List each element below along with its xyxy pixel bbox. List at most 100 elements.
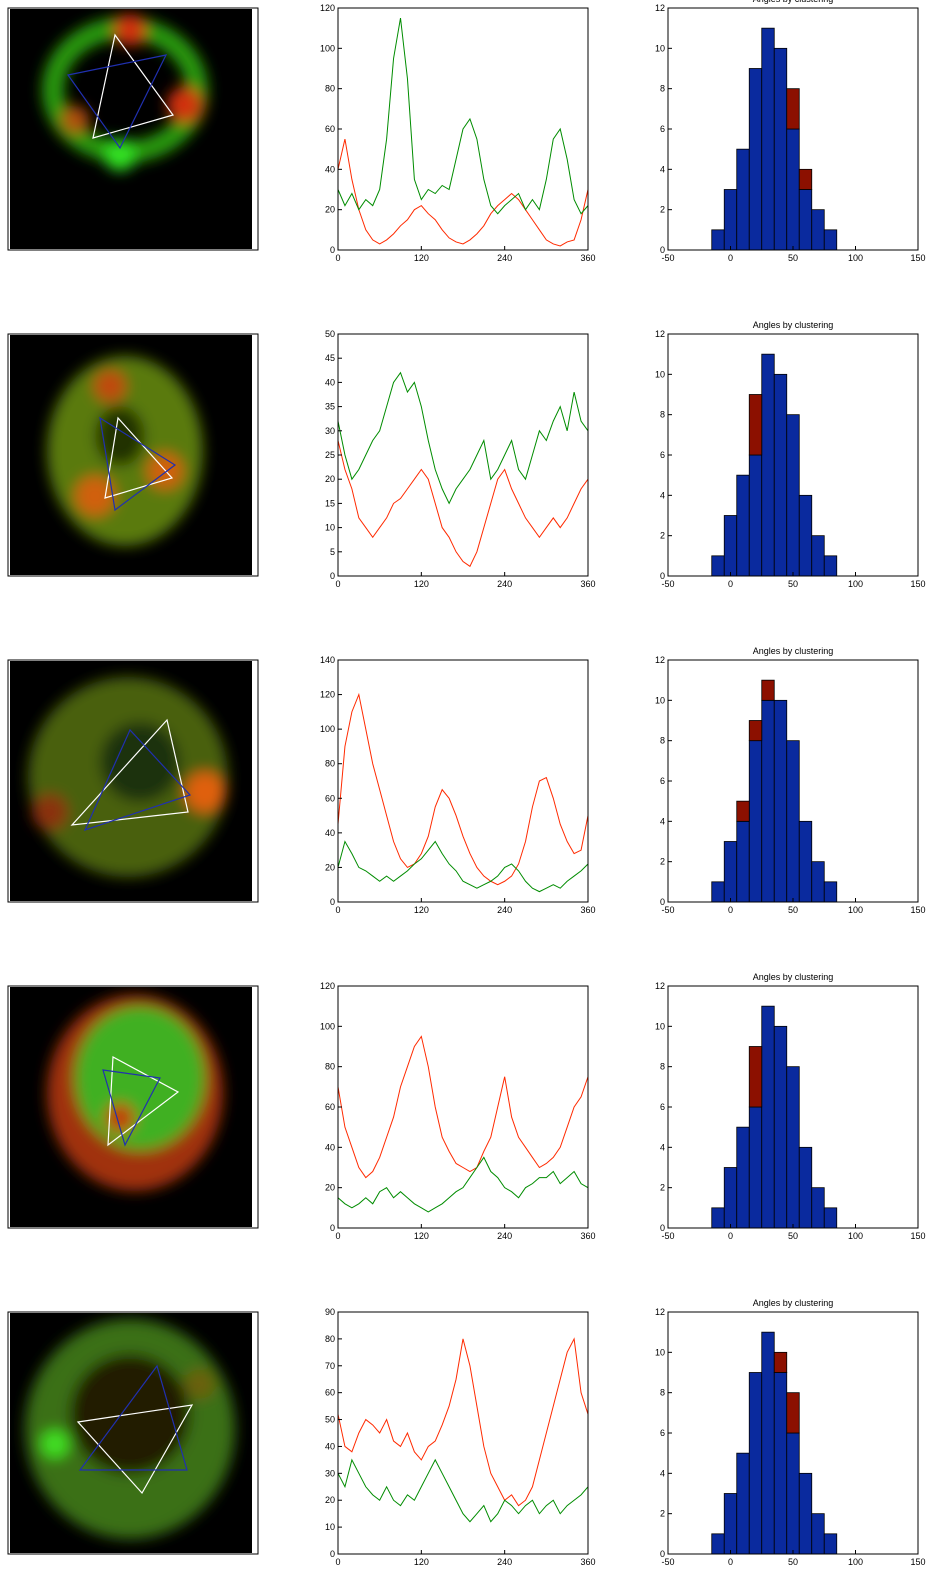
y-tick-label: 50 [325, 329, 335, 339]
y-tick-label: 20 [325, 474, 335, 484]
histogram-bar [773, 373, 788, 577]
x-tick-label: 50 [788, 579, 798, 589]
y-tick-label: 100 [320, 1021, 335, 1031]
y-tick-label: 10 [655, 369, 665, 379]
data-line [337, 1458, 589, 1523]
y-tick-label: 12 [655, 981, 665, 991]
histogram-bar [773, 47, 788, 251]
y-tick-label: 0 [660, 571, 665, 581]
plot-area [338, 1312, 588, 1554]
x-tick-label: 0 [728, 905, 733, 915]
y-tick-label: 40 [325, 828, 335, 838]
x-tick-label: 50 [788, 905, 798, 915]
y-tick-label: 6 [660, 1102, 665, 1112]
y-tick-label: 6 [660, 776, 665, 786]
x-tick-label: 240 [497, 1231, 512, 1241]
x-tick-label: 240 [497, 253, 512, 263]
y-tick-label: 2 [660, 1509, 665, 1519]
y-tick-label: 90 [325, 1307, 335, 1317]
y-tick-label: 4 [660, 490, 665, 500]
histogram-bar [748, 720, 763, 742]
y-tick-label: 140 [320, 655, 335, 665]
y-tick-label: 10 [655, 43, 665, 53]
y-tick-label: 0 [330, 1549, 335, 1559]
histogram-bar [823, 555, 838, 577]
x-tick-label: 0 [728, 1557, 733, 1567]
y-tick-label: 80 [325, 1062, 335, 1072]
cell-image [7, 985, 259, 1229]
histogram-bar [748, 394, 763, 456]
histogram-bar [711, 229, 725, 251]
x-tick-label: 50 [788, 253, 798, 263]
histogram-bar [736, 1452, 750, 1555]
histogram-bar [786, 1066, 800, 1229]
histogram-bar [761, 679, 775, 701]
y-tick-label: 6 [660, 124, 665, 134]
histogram-bar [761, 1005, 775, 1229]
y-tick-label: 20 [325, 862, 335, 872]
y-tick-label: 2 [660, 205, 665, 215]
x-tick-label: 120 [414, 1557, 429, 1567]
y-tick-label: 12 [655, 329, 665, 339]
y-tick-label: 4 [660, 816, 665, 826]
axes-box [337, 333, 589, 577]
histogram-bar [786, 88, 800, 130]
histogram-bar [736, 800, 750, 822]
y-tick-label: 10 [325, 1522, 335, 1532]
x-tick-label: -50 [661, 905, 674, 915]
y-tick-label: 0 [660, 897, 665, 907]
histogram-bar [773, 699, 788, 903]
y-tick-label: 40 [325, 1142, 335, 1152]
axes-box [667, 659, 919, 903]
x-tick-label: -50 [661, 1231, 674, 1241]
y-tick-label: 0 [660, 1549, 665, 1559]
histogram-bar [736, 474, 750, 577]
y-tick-label: 70 [325, 1361, 335, 1371]
y-tick-label: 0 [330, 897, 335, 907]
histogram-bar [723, 841, 738, 903]
y-tick-label: 60 [325, 793, 335, 803]
histogram-bar [798, 189, 813, 251]
cell-image [7, 1311, 259, 1555]
histogram-bar [761, 1331, 775, 1555]
x-tick-label: 240 [497, 1557, 512, 1567]
histogram-bar [748, 68, 763, 251]
y-tick-label: 60 [325, 124, 335, 134]
histogram-bar [736, 148, 750, 251]
y-tick-label: 40 [325, 164, 335, 174]
x-tick-label: 150 [910, 905, 925, 915]
histogram-bar [723, 189, 738, 251]
x-tick-label: 100 [848, 905, 863, 915]
x-tick-label: 120 [414, 1231, 429, 1241]
y-tick-label: 4 [660, 1142, 665, 1152]
x-tick-label: 240 [497, 905, 512, 915]
y-tick-label: 40 [325, 1441, 335, 1451]
histogram-bar [736, 1126, 750, 1229]
y-tick-label: 12 [655, 3, 665, 13]
histogram-bar [723, 1493, 738, 1555]
x-tick-label: 360 [580, 579, 595, 589]
x-tick-label: 0 [728, 253, 733, 263]
histogram-bar [773, 1372, 788, 1555]
x-tick-label: 0 [335, 253, 340, 263]
chart-title: Angles by clustering [753, 320, 834, 330]
y-tick-label: 2 [660, 857, 665, 867]
x-tick-label: 0 [335, 905, 340, 915]
y-tick-label: 100 [320, 43, 335, 53]
cell-image [7, 333, 259, 577]
x-tick-label: 0 [728, 579, 733, 589]
histogram-bar [798, 494, 813, 577]
x-tick-label: -50 [661, 253, 674, 263]
axes-box [667, 1311, 919, 1555]
histogram-bar [723, 515, 738, 577]
y-tick-label: 50 [325, 1415, 335, 1425]
histogram-bar [748, 454, 763, 577]
histogram-bar [748, 1046, 763, 1108]
chart-title: Angles by clustering [753, 972, 834, 982]
histogram-bar [786, 1432, 800, 1555]
y-tick-label: 0 [330, 571, 335, 581]
y-tick-label: 4 [660, 1468, 665, 1478]
x-tick-label: 120 [414, 905, 429, 915]
axes-box [337, 7, 589, 251]
